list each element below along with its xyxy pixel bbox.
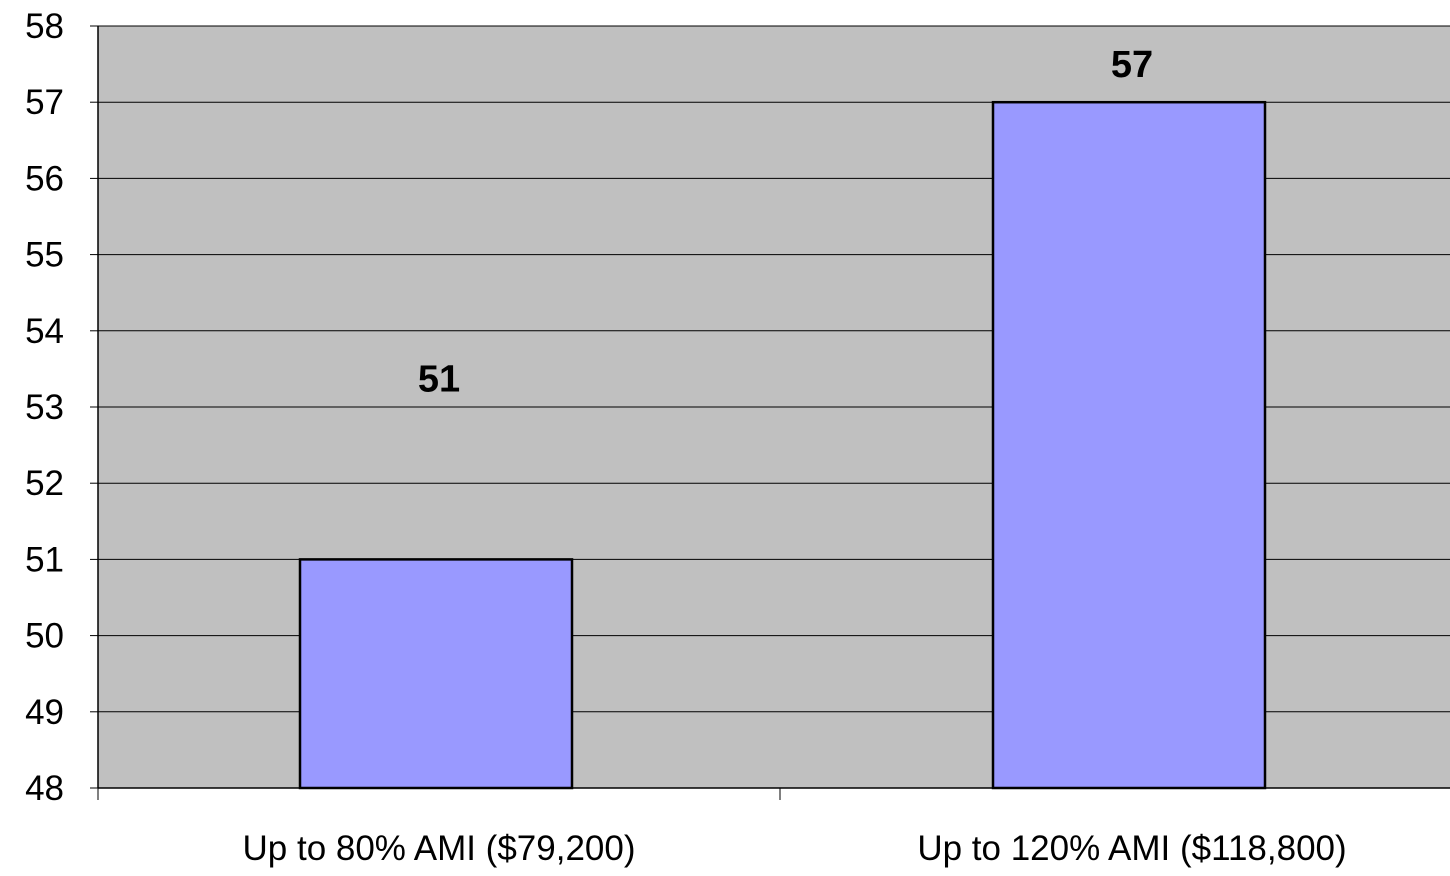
y-tick-label: 49	[25, 693, 64, 732]
y-tick-label: 55	[25, 236, 64, 275]
bar	[991, 100, 1267, 790]
x-tick-label: Up to 80% AMI ($79,200)	[243, 829, 636, 868]
data-labels: 51 57	[418, 44, 1153, 400]
x-axis-tick-labels: Up to 80% AMI ($79,200) Up to 120% AMI ($…	[243, 829, 1347, 868]
y-tick-label: 51	[25, 540, 64, 579]
y-tick-label: 48	[25, 769, 64, 808]
bar	[298, 558, 574, 790]
y-tick-label: 53	[25, 388, 64, 427]
y-tick-label: 50	[25, 617, 64, 656]
data-label: 57	[1111, 44, 1153, 86]
bars	[298, 100, 1267, 790]
data-label: 51	[418, 358, 460, 400]
x-tick-label: Up to 120% AMI ($118,800)	[917, 829, 1346, 868]
y-axis-tick-labels: 48 49 50 51 52 53 54 55 56 57 58	[25, 7, 64, 808]
y-tick-label: 57	[25, 83, 64, 122]
y-tick-label: 56	[25, 159, 64, 198]
y-axis-ticks	[90, 25, 98, 789]
y-tick-label: 58	[25, 7, 64, 46]
y-tick-label: 52	[25, 464, 64, 503]
x-axis-ticks	[97, 788, 781, 800]
y-tick-label: 54	[25, 312, 64, 351]
